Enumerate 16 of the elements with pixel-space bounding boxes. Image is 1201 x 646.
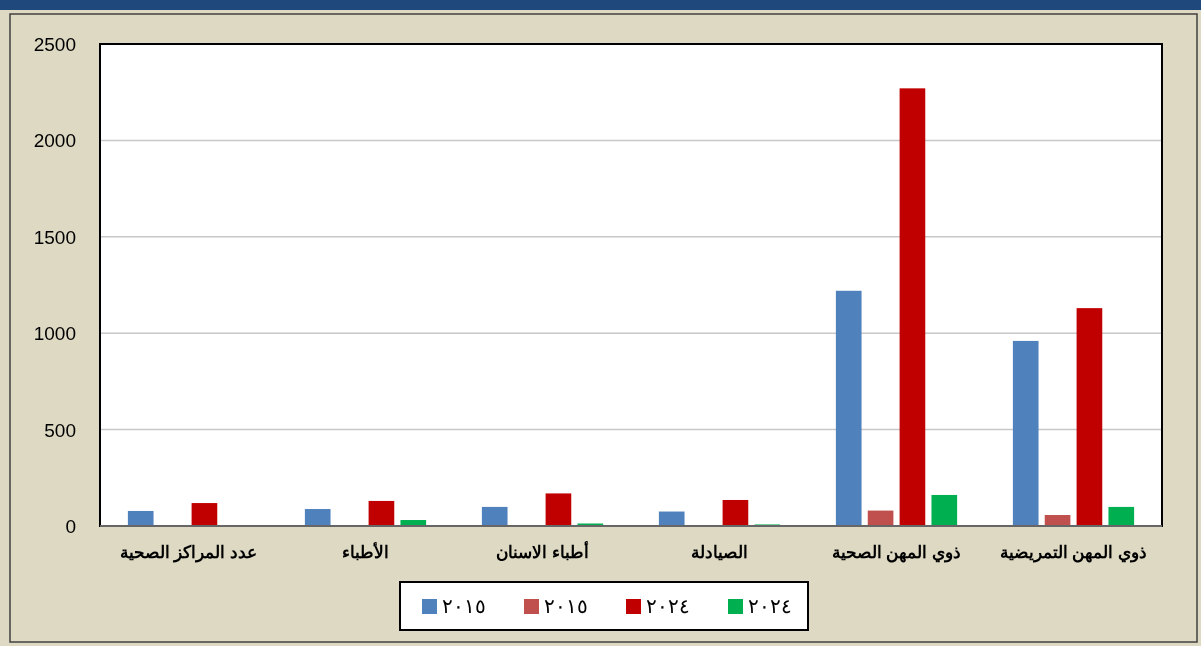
x-tick-label: ذوي المهن التمريضية — [999, 543, 1148, 563]
x-tick-label: عدد المراكز الصحية — [119, 543, 258, 563]
legend-label: ٢٠٢٤ — [646, 595, 690, 617]
x-tick-label: الأطباء — [342, 541, 389, 562]
y-tick-label: 1500 — [33, 226, 76, 248]
x-tick-label: الصيادلة — [691, 543, 748, 562]
x-tick-label: أطباء الاسنان — [496, 540, 589, 562]
legend-label: ٢٠١٥ — [544, 595, 588, 617]
legend-label: ٢٠١٥ — [442, 595, 486, 617]
x-tick-label: ذوي المهن الصحية — [831, 543, 962, 563]
y-tick-label: 2000 — [33, 130, 76, 152]
y-tick-label: 0 — [65, 516, 76, 537]
y-tick-label: 2500 — [33, 34, 76, 55]
legend-label: ٢٠٢٤ — [748, 595, 792, 617]
y-tick-label: 500 — [44, 419, 76, 441]
y-tick-label: 1000 — [33, 323, 76, 345]
